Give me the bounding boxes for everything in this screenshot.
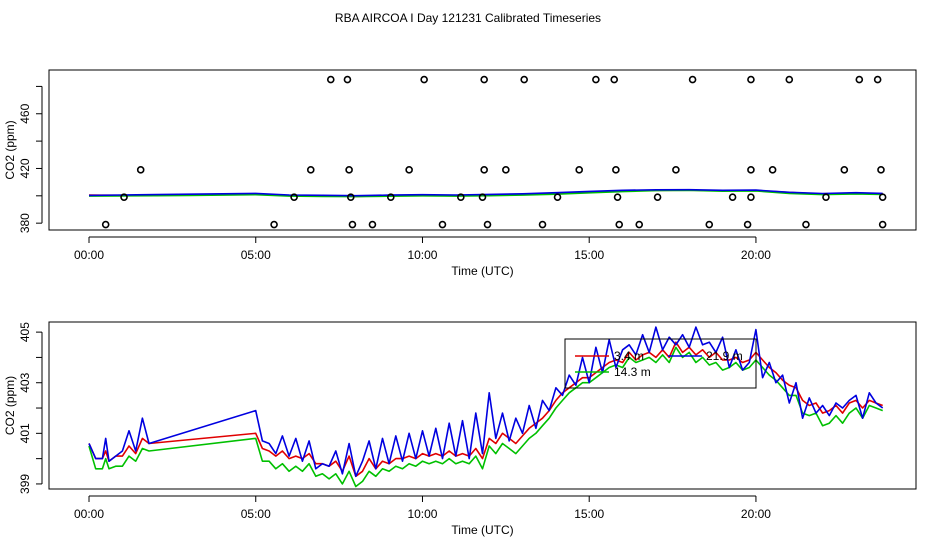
outlier-point (457, 193, 465, 201)
outlier-point (348, 220, 357, 229)
outlier-point (483, 220, 492, 229)
x-tick-label: 20:00 (741, 507, 771, 521)
legend-box (564, 338, 757, 389)
outlier-point (592, 75, 600, 84)
y-tick-label: 403 (18, 372, 32, 392)
outlier-point (290, 193, 298, 201)
outlier-point (877, 166, 885, 174)
x-tick-label: 00:00 (74, 248, 104, 262)
outlier-point (855, 75, 864, 84)
outlier-point (615, 220, 624, 229)
outlier-point (728, 193, 737, 201)
outlier-point (480, 75, 488, 84)
outlier-point (502, 166, 510, 174)
outlier-point (747, 193, 755, 201)
series-line-14-3-m (88, 189, 883, 198)
plot-frame (48, 69, 917, 231)
outlier-point (612, 166, 620, 174)
outlier-point (346, 193, 355, 201)
outlier-point (101, 220, 110, 229)
outlier-point (878, 220, 887, 229)
outlier-point (478, 193, 487, 201)
plot-frame (48, 321, 917, 490)
y-tick-label: 405 (18, 322, 32, 342)
outlier-point (785, 75, 794, 84)
outlier-point (480, 166, 488, 174)
outlier-point (705, 220, 714, 229)
outlier-point (610, 75, 619, 84)
top-panel-co2-outliers: 00:00 05:00 10:00 15:00 20:00 Time (UTC) 380 42… (3, 69, 917, 278)
x-tick-label: 15:00 (574, 507, 604, 521)
y-tick-label: 401 (18, 423, 32, 443)
outlier-point (420, 75, 428, 84)
outlier-point (747, 75, 755, 84)
outlier-point (343, 75, 352, 84)
outlier-point (635, 220, 644, 229)
outlier-point (326, 75, 335, 84)
y-tick-label: 380 (18, 213, 32, 233)
legend-label: 21.9 m (706, 349, 743, 363)
x-tick-label: 20:00 (741, 248, 771, 262)
outlier-point (688, 75, 697, 84)
outlier-point (345, 166, 353, 174)
x-tick-label: 10:00 (407, 507, 437, 521)
outlier-point (878, 193, 887, 201)
outlier-point (743, 220, 752, 229)
y-axis-label: CO2 (ppm) (3, 120, 17, 179)
y-axis-label: CO2 (ppm) (3, 376, 17, 435)
outlier-point (368, 220, 377, 229)
outlier-point (802, 220, 810, 229)
series-line-3-4-m (88, 341, 883, 478)
x-axis-label: Time (UTC) (451, 523, 513, 537)
outlier-point (120, 193, 128, 201)
outlier-point (840, 166, 849, 174)
outlier-point (747, 166, 755, 174)
outlier-point (136, 166, 145, 174)
y-tick-label: 420 (18, 158, 32, 178)
legend: 3.4 m 14.3 m 21.9 m (564, 338, 757, 389)
outlier-point (575, 166, 584, 174)
x-tick-label: 05:00 (241, 248, 271, 262)
x-axis-label: Time (UTC) (451, 264, 513, 278)
y-tick-label: 460 (18, 103, 32, 123)
outlier-point (405, 166, 413, 174)
outlier-point (672, 166, 680, 174)
outlier-point (822, 193, 830, 201)
series-line-21-9-m (88, 188, 883, 197)
bottom-panel-co2-heights: 00:00 05:00 10:00 15:00 20:00 Time (UTC) 399 40… (3, 321, 917, 537)
legend-label: 3.4 m (614, 349, 644, 363)
x-tick-label: 10:00 (407, 248, 437, 262)
x-tick-label: 00:00 (74, 507, 104, 521)
outlier-point (270, 220, 278, 229)
y-tick-label: 399 (18, 474, 32, 494)
legend-label: 14.3 m (614, 365, 651, 379)
outlier-point (386, 193, 395, 201)
outlier-point (520, 75, 528, 84)
outlier-point (873, 75, 882, 84)
outlier-point (438, 220, 447, 229)
outlier-point (538, 220, 547, 229)
outlier-point (613, 193, 622, 201)
outlier-point (653, 193, 662, 201)
figure-title: RBA AIRCOA I Day 121231 Calibrated Times… (335, 11, 601, 25)
series-line-21-9-m (88, 326, 884, 478)
outlier-point (553, 193, 562, 201)
x-tick-label: 15:00 (574, 248, 604, 262)
outlier-point (306, 166, 315, 174)
x-tick-label: 05:00 (241, 507, 271, 521)
outlier-point (768, 166, 777, 174)
